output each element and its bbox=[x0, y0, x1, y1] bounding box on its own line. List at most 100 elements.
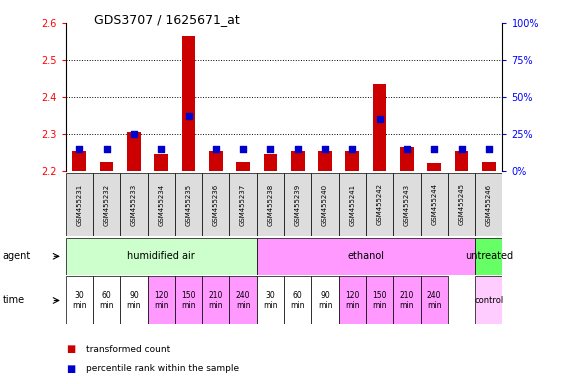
Bar bbox=[93, 173, 120, 236]
Text: GSM455246: GSM455246 bbox=[486, 184, 492, 225]
Text: ethanol: ethanol bbox=[348, 251, 384, 262]
Text: GSM455241: GSM455241 bbox=[349, 184, 355, 225]
Point bbox=[184, 113, 193, 119]
Text: GSM455244: GSM455244 bbox=[431, 184, 437, 225]
Text: 60
min: 60 min bbox=[291, 291, 305, 310]
Text: 240
min: 240 min bbox=[427, 291, 441, 310]
Bar bbox=[400, 147, 414, 171]
Bar bbox=[475, 173, 502, 236]
Text: GSM455243: GSM455243 bbox=[404, 184, 410, 225]
Text: GSM455235: GSM455235 bbox=[186, 184, 191, 225]
Bar bbox=[345, 151, 359, 171]
Text: GSM455242: GSM455242 bbox=[377, 184, 383, 225]
Bar bbox=[339, 276, 366, 324]
Text: GSM455239: GSM455239 bbox=[295, 183, 301, 226]
Text: GDS3707 / 1625671_at: GDS3707 / 1625671_at bbox=[94, 13, 240, 26]
Bar bbox=[284, 173, 311, 236]
Bar bbox=[257, 276, 284, 324]
Bar bbox=[209, 151, 223, 171]
Text: GSM455237: GSM455237 bbox=[240, 183, 246, 226]
Text: transformed count: transformed count bbox=[86, 345, 170, 354]
Point bbox=[403, 146, 412, 152]
Bar bbox=[428, 164, 441, 171]
Point bbox=[239, 146, 248, 152]
Text: ■: ■ bbox=[66, 364, 75, 374]
Bar bbox=[475, 238, 502, 275]
Bar bbox=[455, 151, 468, 171]
Bar bbox=[66, 276, 93, 324]
Bar bbox=[366, 173, 393, 236]
Text: GSM455238: GSM455238 bbox=[267, 183, 274, 226]
Bar bbox=[257, 238, 475, 275]
Point bbox=[348, 146, 357, 152]
Bar bbox=[73, 151, 86, 171]
Point bbox=[211, 146, 220, 152]
Text: 150
min: 150 min bbox=[372, 291, 387, 310]
Point bbox=[484, 146, 493, 152]
Text: GSM455236: GSM455236 bbox=[213, 183, 219, 226]
Text: GSM455245: GSM455245 bbox=[459, 184, 465, 225]
Text: GSM455234: GSM455234 bbox=[158, 184, 164, 225]
Bar bbox=[393, 276, 421, 324]
Text: 30
min: 30 min bbox=[263, 291, 278, 310]
Bar bbox=[318, 151, 332, 171]
Text: 30
min: 30 min bbox=[72, 291, 87, 310]
Point bbox=[75, 146, 84, 152]
Bar bbox=[120, 173, 147, 236]
Point bbox=[130, 131, 139, 137]
Text: 240
min: 240 min bbox=[236, 291, 250, 310]
Bar bbox=[257, 173, 284, 236]
Point bbox=[102, 146, 111, 152]
Bar bbox=[93, 276, 120, 324]
Bar bbox=[127, 132, 140, 171]
Bar bbox=[66, 173, 93, 236]
Bar bbox=[475, 276, 502, 324]
Bar bbox=[100, 162, 114, 171]
Point bbox=[320, 146, 329, 152]
Bar bbox=[154, 154, 168, 171]
Point bbox=[457, 146, 466, 152]
Text: humidified air: humidified air bbox=[127, 251, 195, 262]
Text: 60
min: 60 min bbox=[99, 291, 114, 310]
Bar bbox=[230, 276, 257, 324]
Text: GSM455231: GSM455231 bbox=[77, 183, 82, 226]
Bar bbox=[175, 276, 202, 324]
Bar bbox=[311, 276, 339, 324]
Bar bbox=[147, 276, 175, 324]
Bar bbox=[482, 162, 496, 171]
Point bbox=[375, 116, 384, 122]
Text: ■: ■ bbox=[66, 344, 75, 354]
Text: control: control bbox=[474, 296, 504, 305]
Text: 120
min: 120 min bbox=[154, 291, 168, 310]
Text: 90
min: 90 min bbox=[318, 291, 332, 310]
Text: GSM455232: GSM455232 bbox=[103, 184, 110, 225]
Point bbox=[429, 146, 439, 152]
Bar bbox=[311, 173, 339, 236]
Bar bbox=[448, 173, 475, 236]
Point bbox=[266, 146, 275, 152]
Bar bbox=[291, 151, 304, 171]
Text: percentile rank within the sample: percentile rank within the sample bbox=[86, 364, 239, 373]
Bar bbox=[236, 162, 250, 171]
Bar bbox=[182, 36, 195, 171]
Text: 90
min: 90 min bbox=[127, 291, 141, 310]
Bar bbox=[421, 173, 448, 236]
Bar bbox=[366, 276, 393, 324]
Point bbox=[156, 146, 166, 152]
Bar bbox=[175, 173, 202, 236]
Text: untreated: untreated bbox=[465, 251, 513, 262]
Bar bbox=[202, 276, 230, 324]
Bar bbox=[339, 173, 366, 236]
Point bbox=[293, 146, 302, 152]
Text: time: time bbox=[3, 295, 25, 306]
Text: GSM455233: GSM455233 bbox=[131, 183, 137, 226]
Bar bbox=[147, 173, 175, 236]
Bar bbox=[230, 173, 257, 236]
Bar bbox=[393, 173, 421, 236]
Text: 210
min: 210 min bbox=[208, 291, 223, 310]
Text: 120
min: 120 min bbox=[345, 291, 360, 310]
Bar bbox=[373, 84, 387, 171]
Text: agent: agent bbox=[3, 251, 31, 262]
Bar bbox=[264, 154, 278, 171]
Bar bbox=[202, 173, 230, 236]
